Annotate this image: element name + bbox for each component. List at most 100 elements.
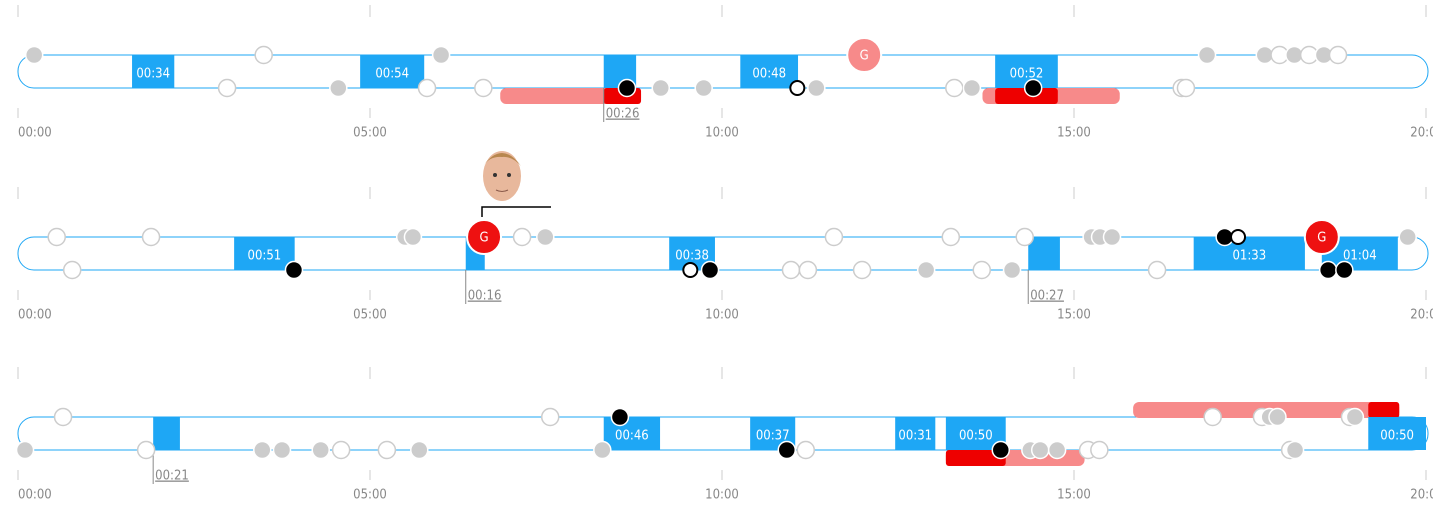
axis-label: 20:00 [1410,126,1433,141]
event-dot [53,407,73,427]
event-dot [1030,440,1050,460]
track [17,236,1429,271]
event-dot [651,78,671,98]
event-dot [1203,407,1222,427]
block-label: 00:50 [1380,429,1414,444]
event-dot [431,45,451,65]
event-dot [1102,227,1122,247]
event-dot [824,227,844,247]
goal-marker [846,37,883,73]
event-dot [1335,260,1354,280]
event-dot [536,227,555,247]
event-dot [1398,227,1417,247]
event-dot [1015,227,1034,247]
axis-label: 15:00 [1057,488,1091,503]
block-label: 00:51 [248,249,282,264]
event-dot [1318,260,1338,280]
event-dot [417,78,437,98]
callout-label: 00:27 [1030,289,1064,304]
event-dot [781,260,801,280]
event-dot [777,440,797,460]
event-dot [941,227,961,247]
block-label: 00:31 [898,429,932,444]
block-label: 00:38 [675,249,709,264]
goal-marker [466,219,503,255]
event-dot [798,260,818,280]
event-dot [141,227,161,247]
event-dot [311,440,330,460]
block [234,237,295,270]
event-dot [807,78,826,98]
axis-label: 05:00 [353,126,387,141]
event-dot [1285,440,1305,460]
event-dot [329,78,348,98]
track [17,416,1429,451]
axis-label: 20:00 [1410,308,1433,323]
axis-label: 00:00 [18,308,52,323]
red-bar [945,450,1006,466]
event-dot [610,407,630,427]
row: 00:00 05:00 10:00 15:00 20:00 00:34 00:54 00:48… [17,5,1433,141]
callout-label: 00:26 [606,107,640,122]
block-label: 00:37 [756,429,790,444]
event-dot [1002,260,1022,280]
event-dot [945,78,964,98]
goal-label: G [860,49,869,64]
block-label: 01:04 [1343,249,1377,264]
block [153,417,180,450]
event-dot [852,260,872,280]
axis-label: 15:00 [1057,126,1091,141]
event-dot [254,45,273,65]
event-dot [1147,260,1167,280]
event-dot [962,78,982,98]
block [1368,417,1426,450]
track [17,54,1429,89]
axis-label: 10:00 [705,488,739,503]
axis-label: 10:00 [705,126,739,141]
row: 00:00 05:00 10:00 15:00 20:00 00:46 00:37 00:31… [15,367,1433,503]
event-dot [136,440,156,460]
block [360,55,425,88]
axis-label: 00:00 [18,126,52,141]
callout-label: 00:16 [468,289,502,304]
event-dot [540,407,560,427]
event-dot [972,260,992,280]
event-dot [1345,407,1365,427]
event-dot [593,440,612,460]
event-dot [62,260,82,280]
event-dot [15,440,35,460]
event-dot [617,78,637,98]
axis-label: 10:00 [705,308,739,323]
event-dot [694,78,713,98]
event-dot [474,78,493,98]
goal-label: G [1317,231,1326,246]
event-dot [1197,45,1217,65]
block [895,417,936,450]
event-dot [789,80,806,96]
block-label: 00:54 [375,67,409,82]
event-dot [284,260,304,280]
event-dot [991,440,1011,460]
event-dot [1047,440,1067,460]
event-dot [1176,78,1196,98]
axis-label: 20:00 [1410,488,1433,503]
event-dot [682,262,699,278]
event-dot [403,227,423,247]
event-dot [1090,440,1109,460]
red-bar [995,88,1058,104]
event-dot [217,78,237,98]
block-label: 00:48 [752,67,786,82]
event-dot [512,227,532,247]
row: 00:00 05:00 10:00 15:00 20:00 00:51 00:38 01:33… [17,187,1433,323]
axis-label: 05:00 [353,488,387,503]
block-label: 00:50 [959,429,993,444]
axis-label: 05:00 [353,308,387,323]
event-dot [796,440,816,460]
goal-label: G [480,231,489,246]
event-dot [331,440,351,460]
axis-label: 00:00 [18,488,52,503]
event-dot [700,260,720,280]
event-dot [47,227,66,247]
event-dot [1268,407,1287,427]
